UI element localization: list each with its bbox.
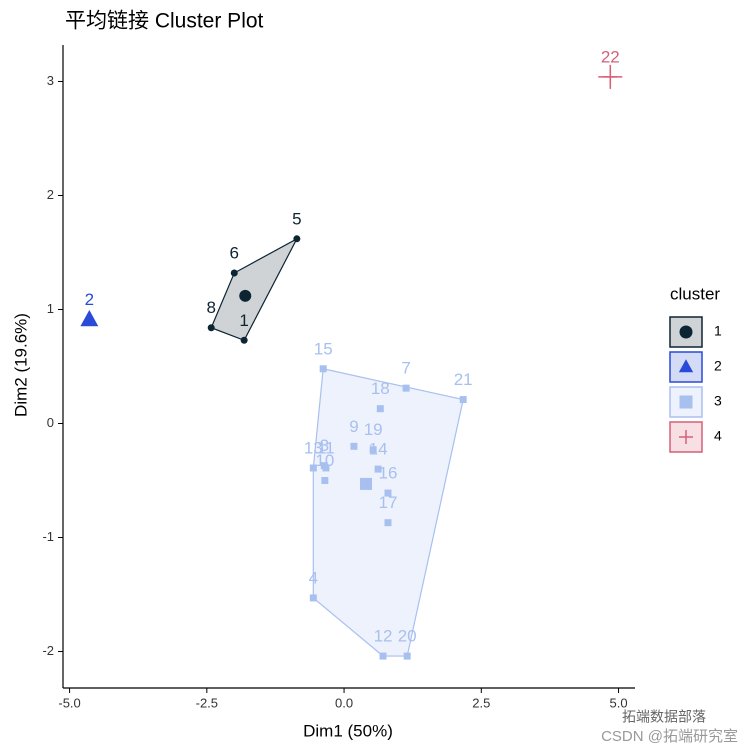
- point-label: 14: [369, 440, 388, 459]
- legend-label: 1: [714, 323, 722, 339]
- y-tick-label: -2: [42, 643, 54, 658]
- point-label: 13: [304, 438, 323, 457]
- point-label: 1: [239, 311, 248, 330]
- legend-label: 4: [714, 428, 722, 444]
- cluster-center: [360, 477, 373, 490]
- point-label: 4: [309, 568, 318, 587]
- legend-symbol: [679, 325, 693, 339]
- point: [309, 594, 317, 602]
- point: [459, 396, 467, 404]
- point-label: 8: [206, 298, 215, 317]
- point: [293, 235, 301, 243]
- point-label: 19: [364, 420, 383, 439]
- point: [384, 489, 392, 497]
- point-label: 16: [379, 464, 398, 483]
- point: [309, 464, 317, 472]
- legend-symbol: [678, 359, 694, 373]
- point: [319, 365, 327, 373]
- y-tick-label: 3: [47, 73, 54, 88]
- watermark: CSDN @拓端研究室: [601, 728, 738, 745]
- cluster-center: [239, 289, 252, 302]
- x-tick-label: 5.0: [609, 695, 627, 710]
- y-axis-title: Dim2 (19.6%): [11, 313, 30, 417]
- x-axis-title: Dim1 (50%): [303, 721, 393, 740]
- point-label: 17: [379, 493, 398, 512]
- cluster-center: [598, 64, 623, 89]
- point-label: 3: [320, 436, 329, 455]
- point-label: 7: [401, 359, 410, 378]
- point: [384, 519, 392, 527]
- point-label: 10: [315, 451, 334, 470]
- watermark: 拓端数据部落: [622, 709, 706, 725]
- point-label: 2: [85, 290, 94, 309]
- point: [374, 465, 382, 473]
- chart-title: 平均链接 Cluster Plot: [65, 10, 264, 33]
- point-label: 15: [314, 339, 333, 358]
- point-label: 12: [374, 627, 393, 646]
- legend-symbol: [679, 395, 693, 409]
- legend-label: 3: [714, 393, 722, 409]
- point: [369, 446, 377, 454]
- x-tick-label: 0.0: [335, 695, 353, 710]
- point: [376, 405, 384, 413]
- point-label: 22: [601, 47, 620, 66]
- point-label: 21: [454, 370, 473, 389]
- point: [320, 462, 328, 470]
- legend-label: 2: [714, 358, 722, 374]
- point-label: 18: [371, 379, 390, 398]
- point: [240, 336, 248, 344]
- y-tick-label: 2: [47, 187, 54, 202]
- point-label: 5: [292, 209, 301, 228]
- point-label: 6: [230, 243, 239, 262]
- point-label: 11: [317, 438, 335, 457]
- point-label: 9: [349, 417, 358, 436]
- point: [321, 477, 329, 485]
- y-tick-label: -1: [42, 529, 54, 544]
- legend-title: cluster: [670, 284, 720, 303]
- point: [350, 442, 358, 450]
- point-label: 20: [398, 627, 417, 646]
- y-tick-label: 0: [47, 415, 54, 430]
- point: [403, 652, 411, 660]
- x-tick-label: 2.5: [472, 695, 490, 710]
- legend-symbol: [679, 430, 693, 444]
- point: [230, 269, 238, 277]
- y-tick-label: 1: [47, 301, 54, 316]
- cluster-center: [80, 310, 99, 327]
- point: [402, 384, 410, 392]
- x-tick-label: -2.5: [196, 695, 218, 710]
- point: [207, 324, 215, 332]
- x-tick-label: -5.0: [58, 695, 80, 710]
- point: [379, 652, 387, 660]
